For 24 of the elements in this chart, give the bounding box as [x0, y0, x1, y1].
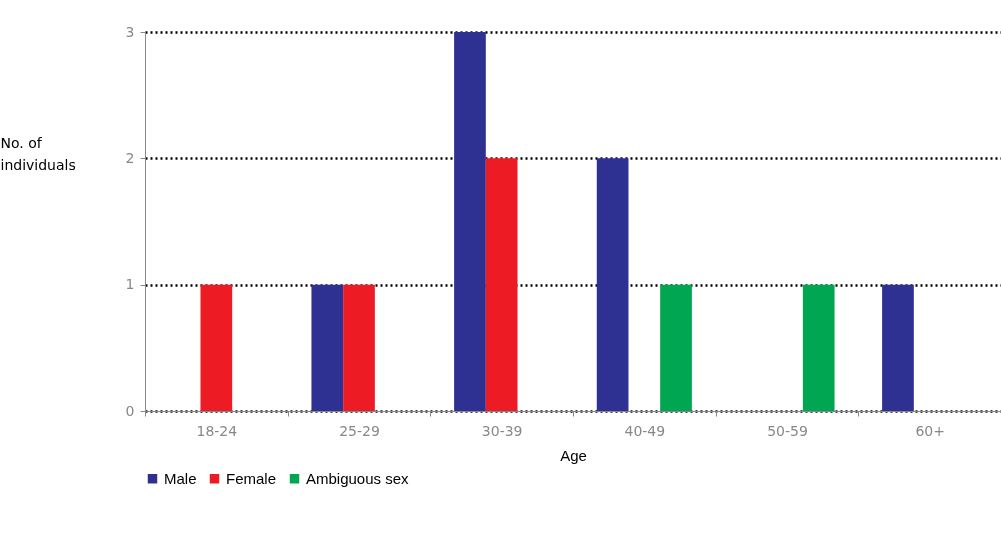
x-tick-label: 30-39	[481, 422, 523, 439]
bar	[485, 158, 518, 411]
y-axis-title: No. of individuals	[0, 134, 76, 173]
bar	[802, 284, 835, 411]
bar	[660, 284, 692, 411]
legend-label: Male	[164, 469, 197, 487]
x-tick-label: 40-49	[624, 422, 666, 439]
y-tick-label: 1	[125, 276, 135, 293]
x-tick-label: 25-29	[339, 422, 380, 439]
bar	[343, 284, 375, 411]
bar	[882, 284, 914, 411]
legend-label: Female	[226, 469, 277, 487]
x-tick-label: 50-59	[767, 422, 808, 439]
bar	[311, 284, 344, 411]
y-tick-label: 2	[125, 149, 135, 166]
x-tick-label: 60+	[915, 422, 945, 439]
y-tick-label: 3	[125, 23, 135, 40]
bar	[596, 158, 629, 411]
bar	[454, 32, 486, 411]
bar	[200, 284, 233, 411]
y-tick-label: 0	[125, 402, 135, 419]
x-tick-label: 18-24	[196, 422, 238, 439]
x-axis-title: Age	[560, 446, 587, 464]
legend-label: Ambiguous sex	[306, 469, 410, 487]
